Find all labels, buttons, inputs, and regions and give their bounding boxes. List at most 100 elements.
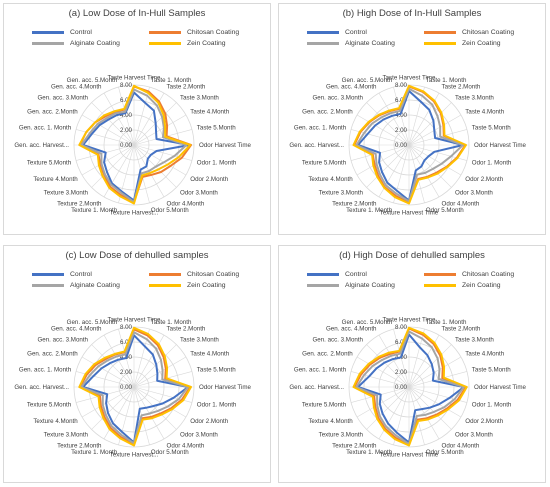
- axis-label: Texture 1. Month: [346, 449, 393, 456]
- axis-label: Taste Harvest Time: [383, 317, 437, 324]
- panel-a: (a) Low Dose of In-Hull Samples Control …: [3, 3, 271, 235]
- legend-label: Control: [70, 271, 92, 278]
- axis-label: Odor 5.Month: [151, 449, 189, 456]
- spokes: [74, 327, 194, 447]
- axis-label: Texture 2.Month: [332, 201, 377, 208]
- legend-swatch: [149, 284, 181, 287]
- spoke: [378, 334, 410, 388]
- legend-label: Control: [70, 29, 92, 36]
- axis-label: Odor Harvest Time: [474, 384, 526, 391]
- axis-label: Odor 4.Month: [167, 201, 205, 208]
- axis-label: Odor 3.Month: [180, 190, 218, 197]
- legend-label: Alginate Coating: [345, 40, 395, 47]
- legend-swatch: [149, 31, 181, 34]
- spoke: [133, 356, 187, 388]
- axis-label: Gen. acc. Harvest...: [289, 142, 344, 149]
- panel-c: (c) Low Dose of dehulled samples Control…: [3, 245, 271, 483]
- spoke: [91, 344, 135, 388]
- spoke: [408, 144, 440, 198]
- legend-label: Zein Coating: [187, 40, 226, 47]
- axis-label: Gen. acc. 2.Month: [27, 108, 78, 115]
- spoke: [408, 102, 452, 146]
- legend-item-control: Control: [307, 29, 424, 36]
- axis-label: Taste 2.Month: [442, 326, 481, 333]
- axis-label: Taste 2.Month: [167, 84, 206, 91]
- axis-label: Gen. acc. 3.Month: [37, 94, 88, 101]
- spoke: [366, 386, 410, 430]
- spoke: [133, 144, 187, 176]
- panel-d: (d) High Dose of dehulled samples Contro…: [278, 245, 546, 483]
- spoke: [356, 386, 410, 418]
- axis-label: Texture 1. Month: [346, 207, 393, 214]
- axis-label: Odor 3.Month: [455, 432, 493, 439]
- legend-item-chitosan: Chitosan Coating: [149, 271, 266, 278]
- legend-swatch: [32, 284, 64, 287]
- spokes: [349, 327, 469, 447]
- spoke: [408, 386, 462, 418]
- panel-title: (d) High Dose of dehulled samples: [339, 250, 485, 261]
- spoke: [356, 114, 410, 146]
- spoke: [81, 356, 135, 388]
- spoke: [103, 334, 135, 388]
- spokes: [74, 85, 194, 205]
- axis-label: Odor 2.Month: [465, 176, 503, 183]
- spoke: [103, 386, 135, 440]
- axis-label: Taste 4.Month: [465, 350, 504, 357]
- legend-item-alginate: Alginate Coating: [307, 40, 424, 47]
- axis-label: Taste 4.Month: [465, 108, 504, 115]
- tick-label: 0.00: [120, 142, 133, 149]
- axis-label: Gen. acc. 5.Month: [67, 77, 118, 84]
- axis-label: Odor 1. Month: [197, 160, 237, 167]
- legend-swatch: [424, 42, 456, 45]
- axis-label: Texture 2.Month: [57, 201, 102, 208]
- axis-label: Gen. acc. Harvest...: [14, 142, 69, 149]
- spoke: [378, 386, 410, 440]
- axis-label: Taste 1. Month: [426, 77, 467, 84]
- legend-label: Control: [345, 271, 367, 278]
- spoke: [366, 102, 410, 146]
- legend-item-control: Control: [307, 271, 424, 278]
- axis-label: Taste 4.Month: [190, 108, 229, 115]
- spoke: [133, 386, 187, 418]
- axis-label: Texture 4.Month: [33, 176, 78, 183]
- legend: Control Chitosan Coating Alginate Coatin…: [307, 29, 541, 47]
- legend-swatch: [307, 284, 339, 287]
- legend-item-chitosan: Chitosan Coating: [424, 29, 541, 36]
- tick-label: 0.00: [395, 384, 408, 391]
- tick-label: 0.00: [120, 384, 133, 391]
- tick-label: 2.00: [395, 127, 408, 134]
- spoke: [81, 386, 135, 418]
- axis-label: Gen. acc. 3.Month: [37, 336, 88, 343]
- axis-label: Gen. acc. 4.Month: [326, 326, 377, 333]
- spokes: [349, 85, 469, 205]
- tick-labels: 0.00 2.00 4.00 6.00 8.00: [395, 82, 408, 149]
- tick-label: 0.00: [395, 142, 408, 149]
- axis-label: Texture 5.Month: [27, 402, 72, 409]
- legend-label: Alginate Coating: [345, 282, 395, 289]
- legend-swatch: [32, 42, 64, 45]
- panel-title: (c) Low Dose of dehulled samples: [65, 250, 209, 261]
- axis-label: Odor 5.Month: [426, 207, 464, 214]
- axis-label: Texture 2.Month: [332, 443, 377, 450]
- axis-label: Gen. acc. 4.Month: [51, 326, 102, 333]
- legend-swatch: [424, 273, 456, 276]
- spoke: [366, 344, 410, 388]
- legend-item-alginate: Alginate Coating: [32, 282, 149, 289]
- axis-label: Texture 5.Month: [302, 160, 347, 167]
- axis-label: Texture 4.Month: [308, 418, 353, 425]
- spoke: [408, 344, 452, 388]
- axis-label: Gen. acc. 5.Month: [67, 319, 118, 326]
- legend-label: Chitosan Coating: [187, 271, 240, 278]
- spoke: [91, 386, 135, 430]
- axis-label: Texture 4.Month: [33, 418, 78, 425]
- axis-label: Taste 1. Month: [151, 319, 192, 326]
- axis-label: Gen. acc. 1. Month: [294, 125, 347, 132]
- legend-label: Zein Coating: [462, 40, 501, 47]
- axis-label: Gen. acc. 5.Month: [342, 319, 393, 326]
